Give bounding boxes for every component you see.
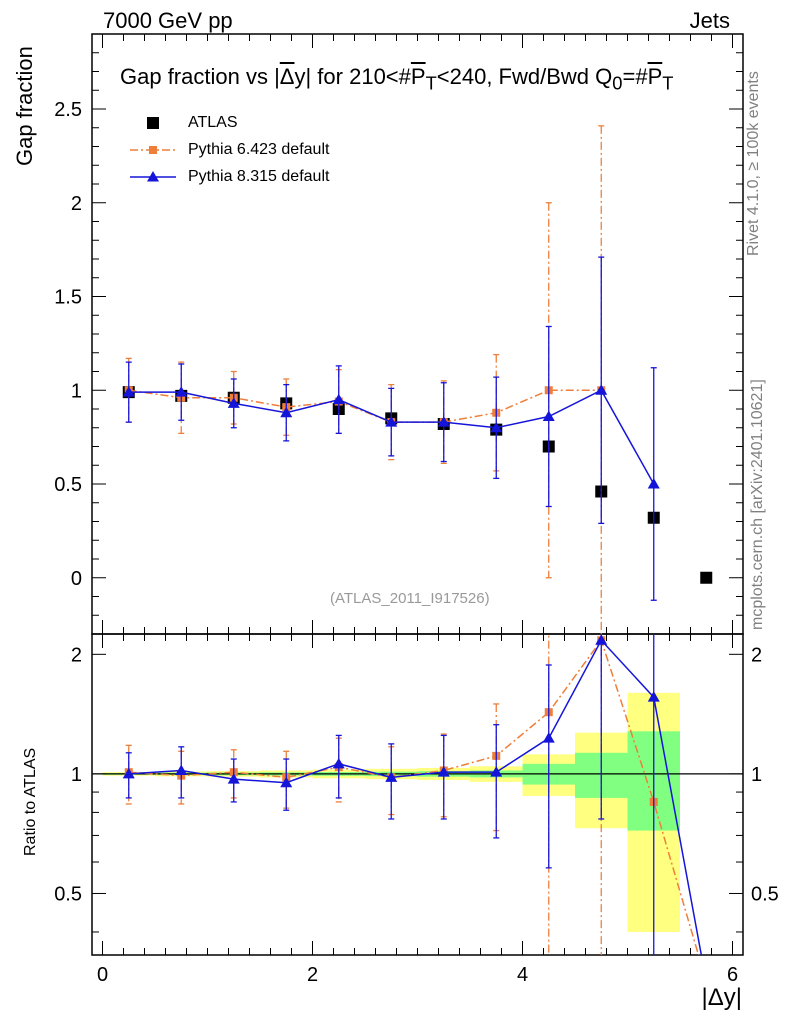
ratio-tick-label-left: 2 [71,644,82,666]
energy-label: 7000 GeV pp [103,8,233,33]
pythia8-ratio-point [227,773,240,784]
ratio-tick-label-left: 0.5 [54,883,82,905]
pythia8-point [595,384,608,395]
legend-marker-pythia6 [149,146,157,154]
pythia8-point [385,416,398,427]
legend-marker-atlas [147,117,159,129]
pythia8-ratio-point [647,691,660,702]
ratio-axis-label: Ratio to ATLAS [22,747,39,856]
pythia8-point [332,393,345,405]
mcplots-label: mcplots.cern.ch [arXiv:2401.10621] [749,379,766,630]
legend-label-pythia6: Pythia 6.423 default [188,141,330,158]
pythia8-point [227,397,240,408]
legend-label-atlas: ATLAS [188,114,238,131]
pythia8-point [490,421,503,433]
x-axis-label: |Δy| [701,984,743,1011]
pythia8-ratio-line [128,638,703,955]
rivet-label: Rivet 4.1.0, ≥ 100k events [745,71,762,256]
pythia8-ratio-point [122,767,135,779]
x-tick-label: 2 [307,964,318,986]
pythia8-point [122,386,135,397]
pythia6-line [128,389,602,423]
pythia8-ratio-point [385,771,398,782]
category-label: Jets [689,8,730,33]
legend-marker-pythia8 [147,171,159,182]
pythia8-ratio-point [332,757,345,769]
x-tick-label: 6 [727,964,738,986]
y-tick-label: 1 [71,380,82,402]
atlas-point [700,571,713,584]
pythia8-point [437,416,450,427]
y-tick-label: 1.5 [54,287,82,309]
x-tick-label: 4 [517,964,528,986]
watermark-label: (ATLAS_2011_I917526) [330,590,490,607]
ratio-tick-label-left: 1 [71,764,82,786]
pythia8-point [647,478,660,489]
pythia8-point [542,410,555,421]
y-axis-label: Gap fraction [12,46,37,166]
legend-markers [130,117,176,182]
pythia8-ratio-point [542,732,555,743]
pythia8-ratio-point [280,776,293,788]
pythia8-ratio-point [437,766,450,777]
pythia8-point [280,406,293,418]
legend-label-pythia8: Pythia 8.315 default [188,168,330,185]
pythia6-ratio-line [128,638,700,955]
chart-title: Gap fraction vs |Δy| for 210<#PT<240, Fw… [120,64,674,94]
x-tick-label: 0 [97,964,108,986]
y-tick-label: 0.5 [54,474,82,496]
y-tick-label: 0 [71,568,82,590]
ratio-tick-label-right: 2 [751,644,762,666]
pythia8-point [175,386,188,397]
pythia8-ratio-point [175,764,188,775]
pythia8-ratio-point [490,766,503,777]
y-tick-label: 2.5 [54,99,82,121]
y-tick-label: 2 [71,193,82,215]
ratio-tick-label-right: 0.5 [751,883,779,905]
pythia8-ratio-point [595,634,608,645]
ratio-series [122,634,703,955]
main-series [122,125,713,634]
ratio-tick-label-right: 1 [751,764,762,786]
